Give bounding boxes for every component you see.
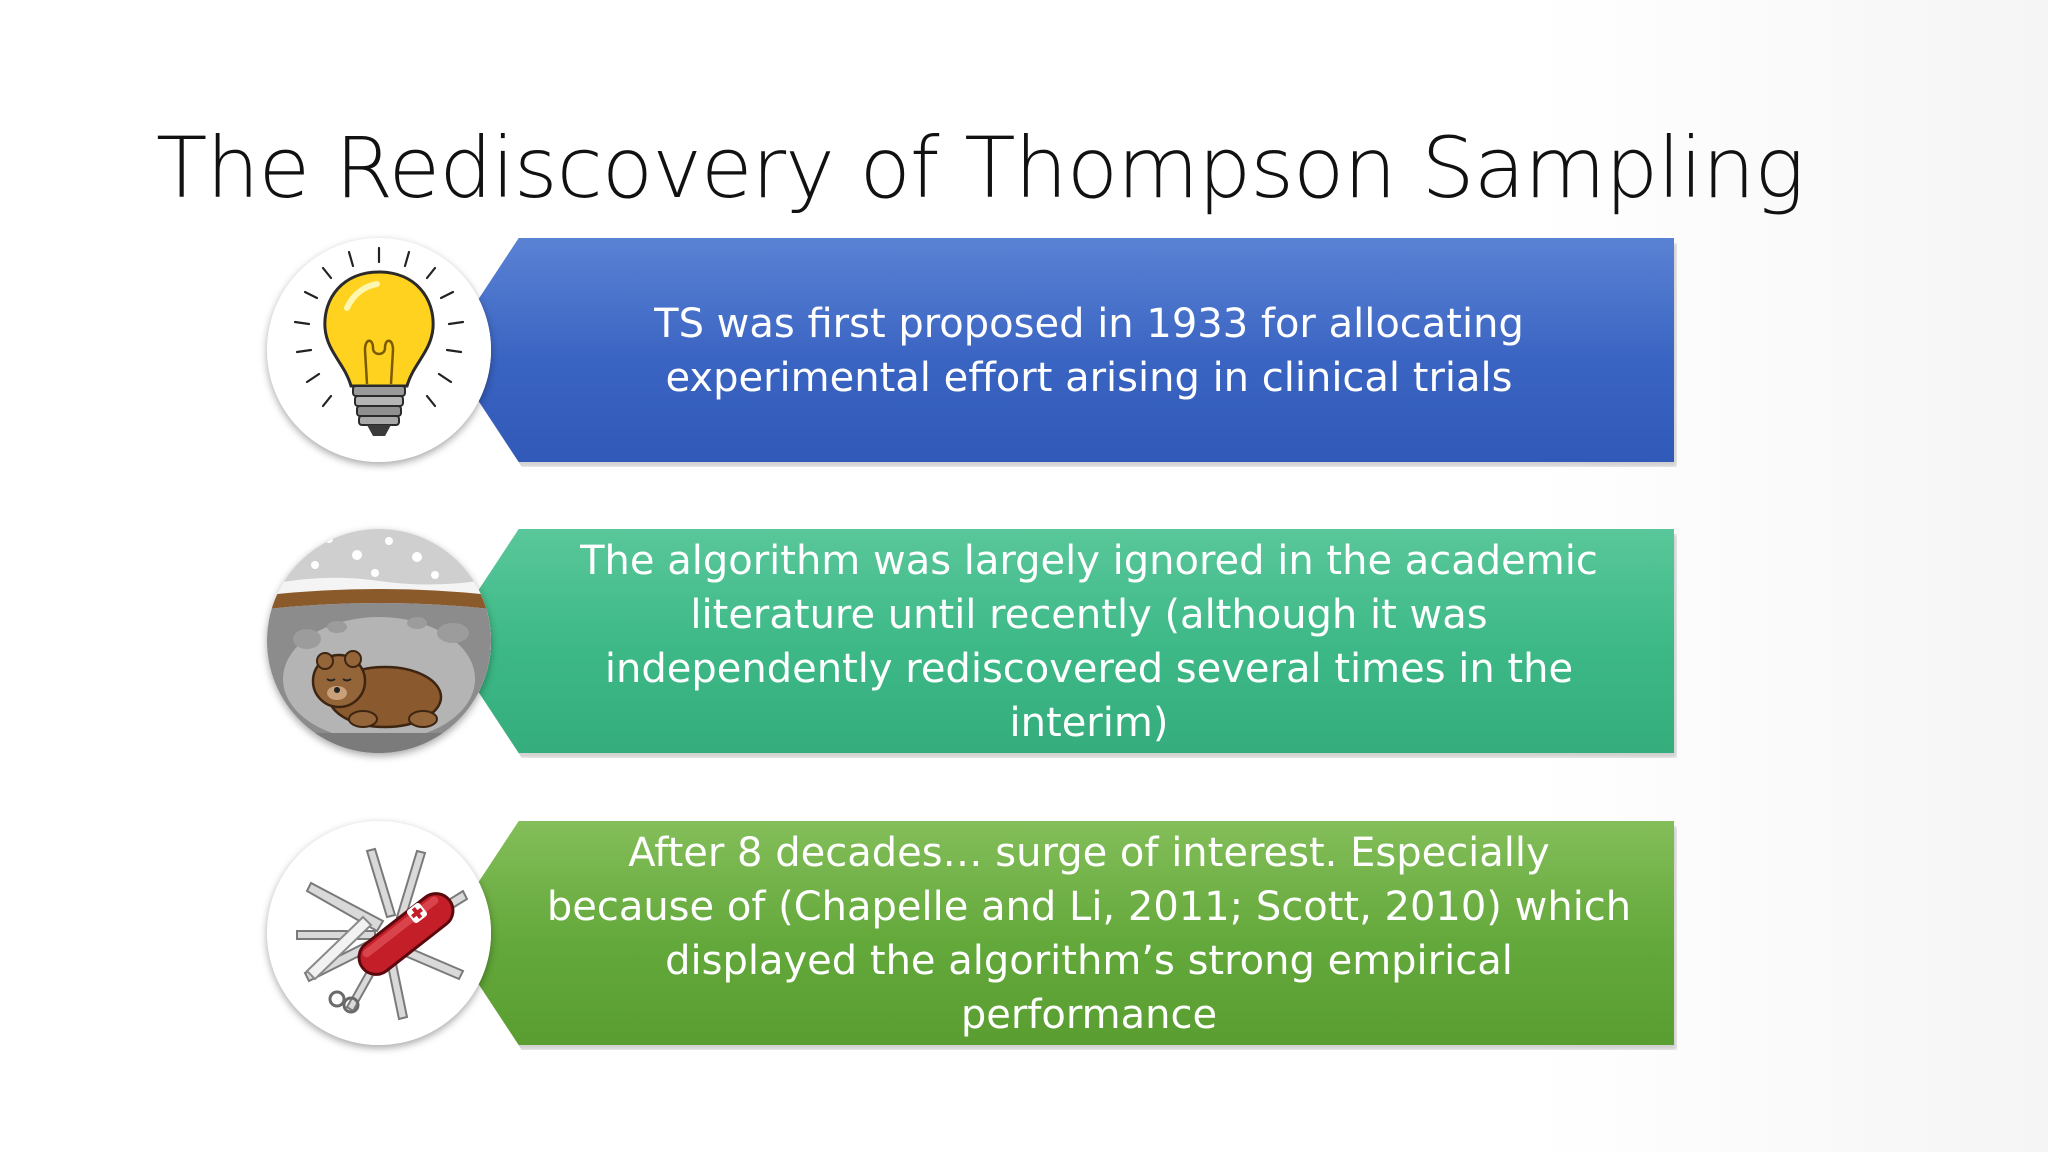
list-item: TS was first proposed in 1933 for alloca… xyxy=(262,235,1677,467)
item-text: TS was first proposed in 1933 for alloca… xyxy=(654,301,1524,401)
list-item: The algorithm was largely ignored in the… xyxy=(262,526,1677,758)
slide-title: The Rediscovery of Thompson Sampling xyxy=(156,119,1805,217)
list-item: After 8 decades… surge of interest. Espe… xyxy=(262,818,1677,1050)
item-text: After 8 decades… surge of interest. Espe… xyxy=(546,830,1632,1038)
item-text: The algorithm was largely ignored in the… xyxy=(580,538,1598,746)
lightbulb-icon xyxy=(267,238,491,462)
hibernating-bear-icon xyxy=(267,529,491,753)
banner-blue xyxy=(445,238,1674,462)
banner-lime xyxy=(445,821,1674,1045)
banner-green xyxy=(445,529,1674,753)
swiss-army-knife-icon xyxy=(267,821,491,1045)
